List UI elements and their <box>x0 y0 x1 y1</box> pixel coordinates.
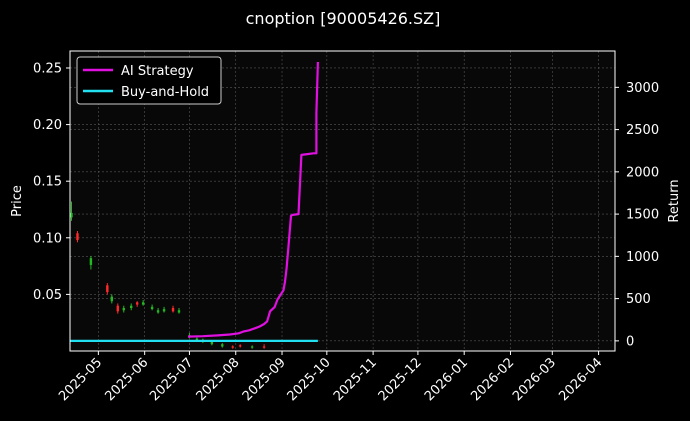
candle-body <box>141 302 145 305</box>
candle-body <box>76 233 79 241</box>
candle-body <box>130 305 133 308</box>
chart-title: cnoption [90005426.SZ] <box>246 9 441 28</box>
y-axis-right-label: Return <box>667 179 682 222</box>
y-left-tick-label: 0.10 <box>33 231 62 246</box>
y-axis-left-label: Price <box>10 185 25 217</box>
y-right-tick-label: 2500 <box>626 123 659 138</box>
series-line-ai-strategy <box>187 61 319 338</box>
legend-label-buy-and-hold: Buy-and-Hold <box>121 85 209 100</box>
candle-body <box>110 296 114 302</box>
y-left-tick-label: 0.20 <box>33 118 62 133</box>
candle-body <box>262 346 266 348</box>
y-left-tick-label: 0.05 <box>33 288 62 303</box>
candle-body <box>70 212 73 218</box>
legend-label-ai-strategy: AI Strategy <box>121 64 194 79</box>
candle-body <box>210 341 214 345</box>
y-right-tick-label: 1000 <box>626 250 659 265</box>
candle-body <box>122 307 125 311</box>
candles <box>70 201 266 349</box>
candle-body <box>89 258 93 265</box>
y-right-tick-label: 2000 <box>626 165 659 180</box>
legend: AI Strategy Buy-and-Hold <box>76 56 222 105</box>
y-axis-left: 0.05 0.10 0.15 0.20 0.25 <box>33 61 70 303</box>
candle-body <box>150 306 154 310</box>
candle-body <box>177 310 181 313</box>
candle-body <box>162 309 166 312</box>
y-right-tick-label: 3000 <box>626 81 659 96</box>
candle-body <box>135 302 139 305</box>
y-left-tick-label: 0.15 <box>33 175 62 190</box>
y-right-tick-label: 0 <box>626 334 634 349</box>
candle-body <box>231 346 234 348</box>
candle-body <box>116 305 119 312</box>
y-axis-right: 0 500 1000 1500 2000 2500 3000 <box>615 81 659 349</box>
candle-body <box>106 285 109 293</box>
y-left-tick-label: 0.25 <box>33 61 62 76</box>
candle-body <box>171 307 175 312</box>
candle-body <box>221 344 224 347</box>
grid <box>70 51 615 351</box>
candle-body <box>250 346 254 348</box>
candle-body <box>239 345 242 347</box>
candle-body <box>156 310 160 313</box>
candle-body <box>195 338 199 341</box>
series-lines <box>70 61 319 342</box>
plot-frame <box>69 50 616 352</box>
y-right-tick-label: 1500 <box>626 208 659 223</box>
y-right-tick-label: 500 <box>626 292 651 307</box>
